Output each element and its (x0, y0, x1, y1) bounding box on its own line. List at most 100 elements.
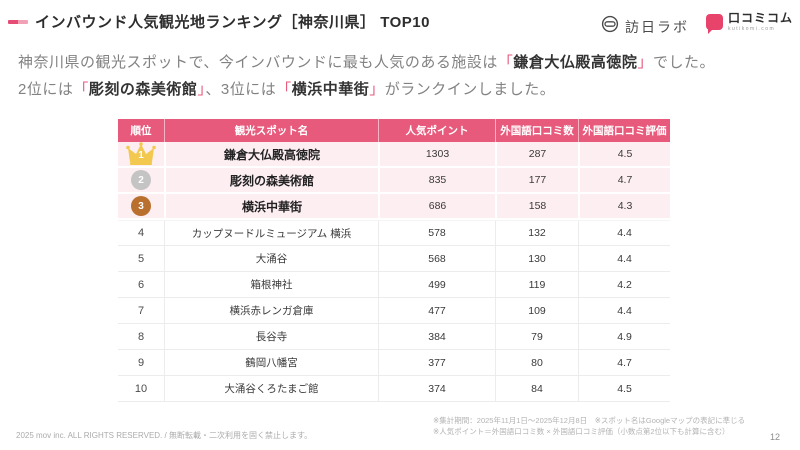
intro-text-segment: がランクインしました。 (384, 81, 556, 98)
points-value: 578 (378, 221, 495, 245)
quote-mark: 「 (497, 54, 514, 71)
rank-number: 1 (138, 149, 144, 161)
intro-text: 神奈川県の観光スポットで、今インバウンドに最も人気のある施設は「鎌倉大仏殿高徳院… (18, 49, 715, 103)
silver-rank-badge: 2 (131, 170, 151, 190)
table-header-row: 順位 観光スポット名 人気ポイント 外国語口コミ数 外国語口コミ評価 (118, 119, 670, 142)
reviews-value: 84 (495, 376, 578, 401)
rank-cell: 2 (118, 168, 164, 192)
header-rating: 外国語口コミ評価 (578, 119, 670, 142)
kutikomi-logo: 口コミコム kutikomi.com (706, 11, 794, 34)
rank-cell: 10 (134, 382, 148, 395)
table-row: 7 横浜赤レンガ倉庫 477 109 4.4 (118, 298, 670, 324)
lens-circle-icon (601, 15, 619, 38)
footnotes: ※集計期間：2025年11月1日～2025年12月8日 ※スポット名はGoogl… (433, 415, 745, 437)
ranking-table: 順位 観光スポット名 人気ポイント 外国語口コミ数 外国語口コミ評価 1 (118, 119, 670, 402)
intro-text-segment: 、3位には (205, 81, 277, 98)
rank-cell: 9 (137, 356, 145, 369)
rating-value: 4.7 (578, 350, 670, 375)
highlighted-spot-name: 彫刻の森美術館 (88, 81, 198, 98)
kutikomi-logo-subtext: kutikomi.com (728, 26, 776, 32)
table-row: 8 長谷寺 384 79 4.9 (118, 324, 670, 350)
spot-name: 長谷寺 (164, 324, 378, 349)
points-value: 835 (378, 168, 495, 192)
rank-cell: 7 (137, 304, 145, 317)
table-row: 3 横浜中華街 686 158 4.3 (118, 194, 670, 220)
spot-name: 大涌谷くろたまご館 (164, 376, 378, 401)
reviews-value: 287 (495, 142, 578, 166)
reviews-value: 132 (495, 221, 578, 245)
bronze-rank-badge: 3 (131, 196, 151, 216)
rating-value: 4.5 (578, 376, 670, 401)
copyright-text: 2025 mov inc. ALL RIGHTS RESERVED. / 無断転… (16, 431, 313, 440)
points-value: 377 (378, 350, 495, 375)
table-row: 10 大涌谷くろたまご館 374 84 4.5 (118, 376, 670, 402)
speech-bubble-icon (706, 14, 723, 34)
reviews-value: 80 (495, 350, 578, 375)
points-value: 686 (378, 194, 495, 218)
intro-text-segment: 2位には (18, 81, 74, 98)
spot-name: 彫刻の森美術館 (164, 168, 378, 192)
table-row: 1 鎌倉大仏殿高徳院 1303 287 4.5 (118, 141, 670, 168)
spot-name: 鎌倉大仏殿高徳院 (164, 142, 378, 166)
crown-icon: 1 (126, 141, 156, 167)
header-reviews: 外国語口コミ数 (495, 119, 578, 142)
quote-mark: 」 (637, 54, 653, 71)
rating-value: 4.4 (578, 221, 670, 245)
reviews-value: 130 (495, 246, 578, 271)
rank-cell: 4 (137, 227, 145, 239)
table-row: 6 箱根神社 499 119 4.2 (118, 272, 670, 298)
spot-name: 鶴岡八幡宮 (164, 350, 378, 375)
page-number: 12 (769, 432, 780, 442)
title-row: インバウンド人気観光地ランキング［神奈川県］ TOP10 (8, 11, 430, 32)
spot-name: 横浜赤レンガ倉庫 (164, 298, 378, 323)
footnote-line-2: ※人気ポイント＝外国語口コミ数 × 外国語口コミ評価（小数点第2位以下も計算に含… (433, 427, 730, 436)
footnote-line-1: ※集計期間：2025年11月1日～2025年12月8日 ※スポット名はGoogl… (433, 416, 746, 425)
page-title: インバウンド人気観光地ランキング［神奈川県］ TOP10 (35, 14, 430, 31)
reviews-value: 158 (495, 194, 578, 218)
rating-value: 4.7 (578, 168, 670, 192)
table-row: 2 彫刻の森美術館 835 177 4.7 (118, 168, 670, 194)
intro-text-segment: でした。 (652, 54, 715, 71)
points-value: 477 (378, 298, 495, 323)
reviews-value: 177 (495, 168, 578, 192)
intro-text-segment: 神奈川県の観光スポットで、今インバウンドに最も人気のある施設は (18, 54, 498, 71)
table-row: 4 カップヌードルミュージアム 横浜 578 132 4.4 (118, 220, 670, 246)
quote-mark: 」 (369, 81, 385, 98)
points-value: 568 (378, 246, 495, 271)
rank-cell: 3 (118, 194, 164, 218)
rank-cell: 1 (118, 141, 164, 167)
points-value: 374 (378, 376, 495, 401)
rating-value: 4.4 (578, 246, 670, 271)
points-value: 499 (378, 272, 495, 297)
rank-cell: 6 (137, 278, 145, 291)
rank-cell: 8 (137, 330, 145, 343)
table-row: 9 鶴岡八幡宮 377 80 4.7 (118, 350, 670, 376)
spot-name: カップヌードルミュージアム 横浜 (164, 221, 378, 245)
points-value: 384 (378, 324, 495, 349)
reviews-value: 109 (495, 298, 578, 323)
kutikomi-logo-text: 口コミコム (728, 11, 794, 25)
rating-value: 4.2 (578, 272, 670, 297)
rank-cell: 5 (137, 252, 145, 265)
header-rank: 順位 (130, 125, 152, 137)
quote-mark: 」 (197, 81, 206, 98)
header-points: 人気ポイント (378, 119, 495, 142)
spot-name: 横浜中華街 (164, 194, 378, 218)
reviews-value: 79 (495, 324, 578, 349)
points-value: 1303 (378, 142, 495, 166)
honichi-lab-logo-text: 訪日ラボ (625, 18, 689, 35)
rating-value: 4.3 (578, 194, 670, 218)
honichi-lab-logo: 訪日ラボ (601, 15, 689, 38)
rating-value: 4.5 (578, 142, 670, 166)
header-spot: 観光スポット名 (164, 119, 378, 142)
quote-mark: 「 (73, 81, 89, 98)
reviews-value: 119 (495, 272, 578, 297)
intro-line-2: 2位には「彫刻の森美術館」、3位には「横浜中華街」がランクインしました。 (18, 76, 715, 103)
rating-value: 4.4 (578, 298, 670, 323)
intro-line-1: 神奈川県の観光スポットで、今インバウンドに最も人気のある施設は「鎌倉大仏殿高徳院… (18, 49, 715, 76)
table-row: 5 大涌谷 568 130 4.4 (118, 246, 670, 272)
quote-mark: 「 (276, 81, 292, 98)
title-accent-dash (8, 19, 28, 24)
spot-name: 大涌谷 (164, 246, 378, 271)
